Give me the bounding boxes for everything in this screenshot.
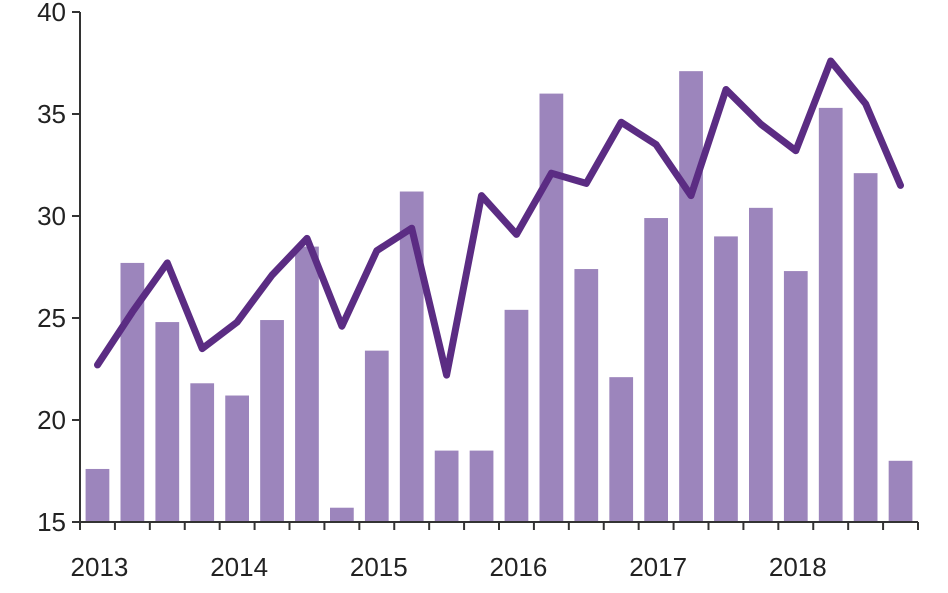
x-tick-label: 2015 (350, 552, 408, 582)
bar (714, 236, 738, 522)
line-points (97, 60, 901, 376)
y-tick-label: 35 (37, 99, 66, 129)
y-tick-label: 40 (37, 0, 66, 27)
bar (85, 468, 110, 522)
x-tick-label: 2014 (210, 552, 268, 582)
line-series (94, 57, 904, 379)
bar (469, 450, 494, 522)
bar (434, 450, 459, 522)
y-tick-label: 25 (37, 303, 66, 333)
x-tick-label: 2016 (490, 552, 548, 582)
bar (120, 262, 145, 522)
y-tick-label: 30 (37, 201, 66, 231)
y-tick-label: 20 (37, 405, 66, 435)
y-ticks: 15 20 25 30 35 40 (37, 0, 80, 537)
bar (155, 322, 180, 522)
bar (399, 191, 424, 522)
bar (644, 218, 668, 523)
bar (609, 377, 634, 522)
x-ticks: 2013 2014 2015 2016 2017 2018 (71, 522, 919, 582)
bar (330, 507, 354, 522)
bar (783, 271, 808, 522)
x-tick-label: 2018 (769, 552, 827, 582)
x-tick-label: 2017 (629, 552, 687, 582)
bar (190, 383, 215, 522)
bar (853, 173, 878, 522)
y-tick-label: 15 (37, 507, 66, 537)
x-tick-label: 2013 (71, 552, 129, 582)
bar (295, 246, 319, 522)
bar (225, 395, 249, 522)
bar (818, 107, 843, 522)
bar (504, 309, 529, 522)
bar (364, 350, 389, 522)
bar (679, 71, 703, 522)
bar (749, 207, 773, 522)
bar-series (85, 71, 913, 523)
bar (260, 320, 284, 522)
bar (888, 460, 913, 522)
bar (574, 269, 599, 522)
bar (539, 93, 564, 522)
